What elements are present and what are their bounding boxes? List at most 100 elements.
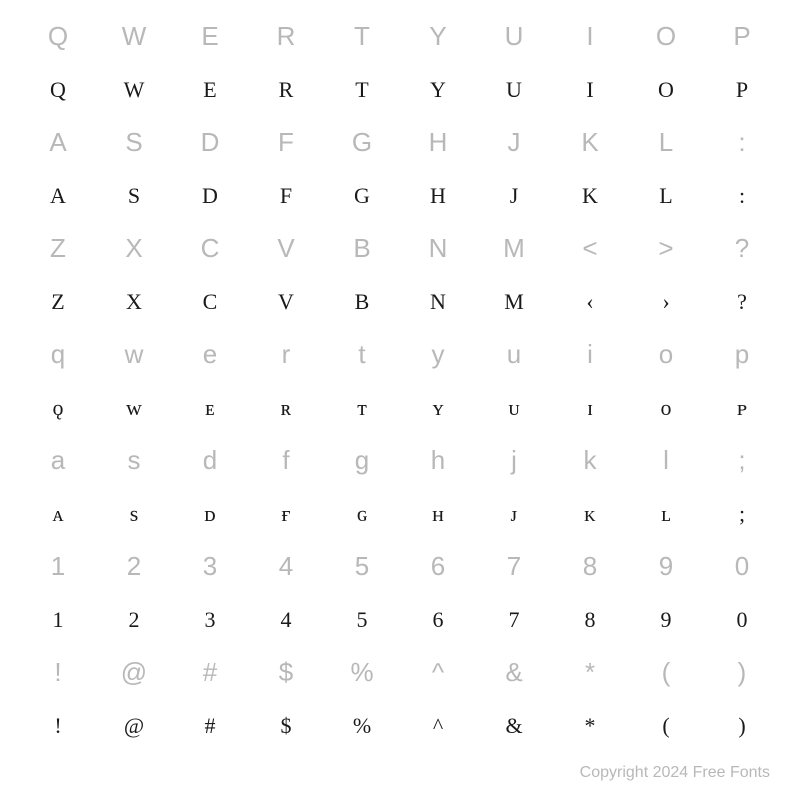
reference-char: g: [324, 445, 400, 476]
font-char: ǫ: [20, 395, 96, 421]
reference-char: &: [476, 657, 552, 688]
reference-char: s: [96, 445, 172, 476]
row-pair: !@#$%^&*()!@#$%^&*(): [20, 646, 780, 752]
reference-char: R: [248, 21, 324, 52]
font-char: 0: [704, 607, 780, 633]
font-char: F: [248, 183, 324, 209]
reference-char: H: [400, 127, 476, 158]
font-char: R: [248, 77, 324, 103]
reference-char: B: [324, 233, 400, 264]
font-char: %: [324, 713, 400, 739]
reference-row: !@#$%^&*(): [20, 646, 780, 699]
font-char: P: [704, 77, 780, 103]
reference-char: Z: [20, 233, 96, 264]
reference-char: C: [172, 233, 248, 264]
font-char: U: [476, 77, 552, 103]
font-char: V: [248, 289, 324, 315]
reference-char: a: [20, 445, 96, 476]
reference-char: 6: [400, 551, 476, 582]
font-char: ᴏ: [628, 395, 704, 421]
font-char: ᴀ: [20, 501, 96, 527]
reference-char: h: [400, 445, 476, 476]
font-char: ғ: [248, 501, 324, 527]
font-char: @: [96, 713, 172, 739]
reference-char: 8: [552, 551, 628, 582]
font-char: ᴅ: [172, 501, 248, 527]
reference-char: 1: [20, 551, 96, 582]
reference-char: ;: [704, 445, 780, 476]
reference-char: E: [172, 21, 248, 52]
reference-char: ): [704, 657, 780, 688]
font-char: K: [552, 183, 628, 209]
font-char: 2: [96, 607, 172, 633]
reference-char: M: [476, 233, 552, 264]
reference-char: K: [552, 127, 628, 158]
font-char: N: [400, 289, 476, 315]
font-char: ᴘ: [704, 395, 780, 421]
reference-char: O: [628, 21, 704, 52]
reference-char: d: [172, 445, 248, 476]
reference-char: u: [476, 339, 552, 370]
reference-char: I: [552, 21, 628, 52]
font-char: ᴇ: [172, 395, 248, 421]
font-char: L: [628, 183, 704, 209]
font-char: G: [324, 183, 400, 209]
font-char: s: [96, 501, 172, 527]
reference-char: j: [476, 445, 552, 476]
font-char: :: [704, 183, 780, 209]
reference-char: e: [172, 339, 248, 370]
reference-char: J: [476, 127, 552, 158]
reference-char: q: [20, 339, 96, 370]
reference-char: o: [628, 339, 704, 370]
font-char: ᴛ: [324, 395, 400, 421]
row-pair: ZXCVBNM<>?ZXCVBNM‹›?: [20, 222, 780, 328]
font-display-row: ASDFGHJKL:: [20, 169, 780, 222]
font-char: 8: [552, 607, 628, 633]
reference-char: :: [704, 127, 780, 158]
reference-char: *: [552, 657, 628, 688]
font-char: 7: [476, 607, 552, 633]
font-char: ʏ: [400, 395, 476, 421]
font-specimen-chart: QWERTYUIOPQWERTYUIOPASDFGHJKL:ASDFGHJKL:…: [0, 0, 800, 800]
row-pair: asdfghjkl;ᴀsᴅғɢʜᴊᴋʟ;: [20, 434, 780, 540]
reference-char: 0: [704, 551, 780, 582]
reference-char: r: [248, 339, 324, 370]
reference-char: 9: [628, 551, 704, 582]
row-pair: qwertyuiopǫᴡᴇʀᴛʏᴜɪᴏᴘ: [20, 328, 780, 434]
font-char: W: [96, 77, 172, 103]
reference-char: i: [552, 339, 628, 370]
font-char: E: [172, 77, 248, 103]
reference-char: p: [704, 339, 780, 370]
font-char: ʜ: [400, 501, 476, 527]
reference-char: y: [400, 339, 476, 370]
font-char: Z: [20, 289, 96, 315]
font-char: ?: [704, 289, 780, 315]
reference-char: X: [96, 233, 172, 264]
row-pair: 12345678901234567890: [20, 540, 780, 646]
reference-char: 4: [248, 551, 324, 582]
font-char: 9: [628, 607, 704, 633]
reference-row: 1234567890: [20, 540, 780, 593]
font-char: ^: [400, 713, 476, 739]
font-char: I: [552, 77, 628, 103]
font-display-row: QWERTYUIOP: [20, 63, 780, 116]
font-char: 6: [400, 607, 476, 633]
font-char: T: [324, 77, 400, 103]
font-display-row: ZXCVBNM‹›?: [20, 275, 780, 328]
font-char: Y: [400, 77, 476, 103]
copyright-text: Copyright 2024 Free Fonts: [580, 764, 770, 782]
reference-char: @: [96, 657, 172, 688]
font-char: ›: [628, 289, 704, 315]
reference-char: N: [400, 233, 476, 264]
font-display-row: !@#$%^&*(): [20, 699, 780, 752]
reference-row: ZXCVBNM<>?: [20, 222, 780, 275]
font-display-row: ǫᴡᴇʀᴛʏᴜɪᴏᴘ: [20, 381, 780, 434]
reference-char: U: [476, 21, 552, 52]
font-char: ɢ: [324, 501, 400, 527]
font-char: H: [400, 183, 476, 209]
font-char: O: [628, 77, 704, 103]
reference-char: Q: [20, 21, 96, 52]
font-char: ;: [704, 501, 780, 527]
reference-char: Y: [400, 21, 476, 52]
reference-row: ASDFGHJKL:: [20, 116, 780, 169]
